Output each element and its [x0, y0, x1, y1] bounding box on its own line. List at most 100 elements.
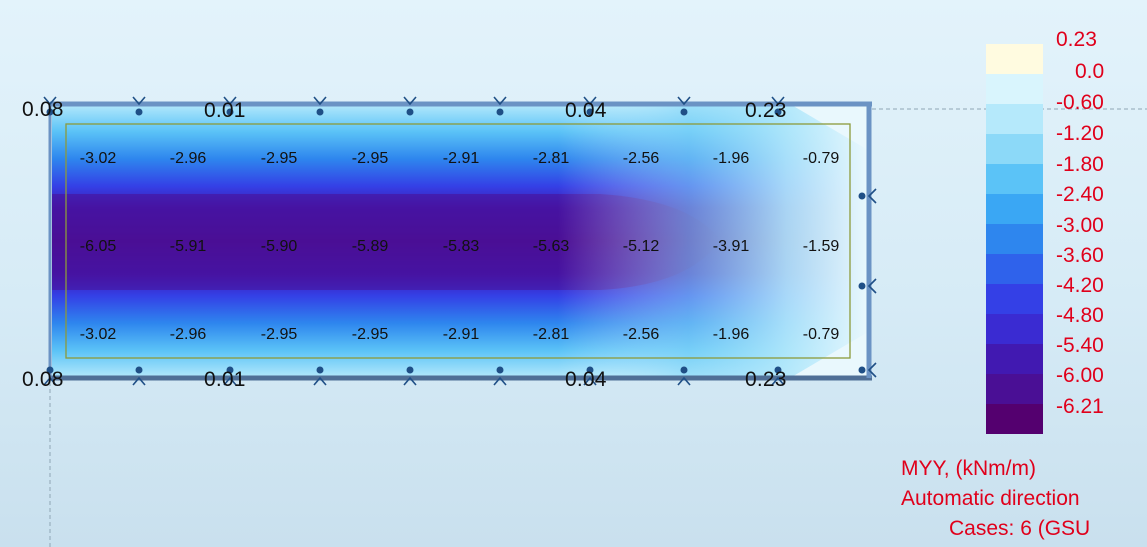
support-node[interactable]	[496, 108, 504, 116]
support-symbol	[867, 188, 877, 204]
node-value: -2.81	[532, 326, 570, 343]
legend-swatch	[986, 284, 1043, 314]
support-node[interactable]	[46, 108, 54, 116]
support-symbol	[313, 376, 327, 386]
legend-value: -2.40	[1056, 183, 1104, 206]
node-value: -0.79	[802, 326, 840, 343]
slab-inner-outline	[65, 123, 851, 359]
legend-value: -3.00	[1056, 214, 1104, 237]
node-value: -3.91	[712, 238, 750, 255]
legend-swatch	[986, 44, 1043, 74]
node-value: -2.95	[351, 150, 389, 167]
support-node[interactable]	[858, 192, 866, 200]
support-node[interactable]	[680, 108, 688, 116]
support-symbol	[313, 96, 327, 106]
support-node[interactable]	[46, 366, 54, 374]
legend-swatch	[986, 254, 1043, 284]
support-node[interactable]	[858, 282, 866, 290]
corner-patch-top	[790, 104, 868, 150]
support-node[interactable]	[135, 108, 143, 116]
node-value: -2.96	[169, 326, 207, 343]
legend-value: -6.00	[1056, 364, 1104, 387]
support-symbol	[771, 96, 785, 106]
legend-swatch	[986, 374, 1043, 404]
legend-title-cases: Cases: 6 (GSU	[949, 517, 1091, 540]
legend-value: 0.0	[1075, 60, 1105, 83]
legend-title-direction: Automatic direction	[901, 487, 1080, 510]
legend-value: -6.21	[1056, 395, 1104, 418]
legend-swatch	[986, 104, 1043, 134]
support-node[interactable]	[226, 366, 234, 374]
slab-panel[interactable]	[48, 101, 872, 381]
node-value: -5.83	[442, 238, 480, 255]
support-symbol	[677, 96, 691, 106]
support-node[interactable]	[586, 366, 594, 374]
support-symbol	[132, 96, 146, 106]
support-symbol	[132, 376, 146, 386]
legend-value: -1.80	[1056, 153, 1104, 176]
node-value: -5.90	[260, 238, 298, 255]
support-symbol	[43, 376, 57, 386]
support-symbol	[583, 376, 597, 386]
node-value: -2.91	[442, 150, 480, 167]
support-node[interactable]	[496, 366, 504, 374]
legend-swatch	[986, 164, 1043, 194]
support-node[interactable]	[316, 108, 324, 116]
support-symbol	[583, 96, 597, 106]
support-symbol	[677, 376, 691, 386]
node-value: -3.02	[79, 326, 117, 343]
edge-label-bottom-1: 0.08	[22, 368, 64, 391]
legend-swatch	[986, 74, 1043, 104]
edge-label-top-4: 0.23	[745, 99, 787, 122]
legend-swatch	[986, 344, 1043, 374]
legend-value: -1.20	[1056, 122, 1104, 145]
support-node[interactable]	[774, 108, 782, 116]
support-node[interactable]	[135, 366, 143, 374]
contour-fade	[52, 104, 868, 378]
edge-label-bottom-2: 0.01	[204, 368, 246, 391]
support-node[interactable]	[406, 108, 414, 116]
color-scale-legend: 0.23 0.0 -0.60 -1.20 -1.80 -2.40 -3.00 -…	[986, 28, 1147, 547]
node-value: -2.81	[532, 150, 570, 167]
support-symbol	[771, 376, 785, 386]
node-value: -1.59	[802, 238, 840, 255]
legend-swatch	[986, 314, 1043, 344]
support-symbol	[493, 376, 507, 386]
node-value: -3.02	[79, 150, 117, 167]
support-symbol	[867, 362, 877, 378]
node-value: -5.12	[622, 238, 660, 255]
support-symbol	[43, 96, 57, 106]
support-node[interactable]	[858, 366, 866, 374]
legend-title-quantity: MYY, (kNm/m)	[901, 457, 1036, 480]
node-value: -2.56	[622, 326, 660, 343]
support-node[interactable]	[680, 366, 688, 374]
support-symbols	[43, 96, 877, 386]
node-value: -1.96	[712, 326, 750, 343]
legend-value: -5.40	[1056, 334, 1104, 357]
node-value: -5.89	[351, 238, 389, 255]
legend-swatch	[986, 134, 1043, 164]
node-value: -5.91	[169, 238, 207, 255]
edge-label-bottom-4: 0.23	[745, 368, 787, 391]
edge-label-top-3: 0.04	[565, 99, 607, 122]
node-value: -2.56	[622, 150, 660, 167]
corner-patch-bottom	[790, 332, 868, 378]
support-node[interactable]	[406, 366, 414, 374]
support-node[interactable]	[774, 366, 782, 374]
legend-value: -3.60	[1056, 244, 1104, 267]
support-symbol	[403, 376, 417, 386]
legend-value: 0.23	[1056, 28, 1097, 51]
node-value: -2.96	[169, 150, 207, 167]
support-node[interactable]	[586, 108, 594, 116]
node-value: -2.91	[442, 326, 480, 343]
node-value: -2.95	[260, 326, 298, 343]
support-node[interactable]	[226, 108, 234, 116]
support-symbol	[493, 96, 507, 106]
edge-label-top-2: 0.01	[204, 99, 246, 122]
node-value: -1.96	[712, 150, 750, 167]
legend-swatch	[986, 194, 1043, 224]
support-node[interactable]	[316, 366, 324, 374]
support-symbol	[223, 96, 237, 106]
